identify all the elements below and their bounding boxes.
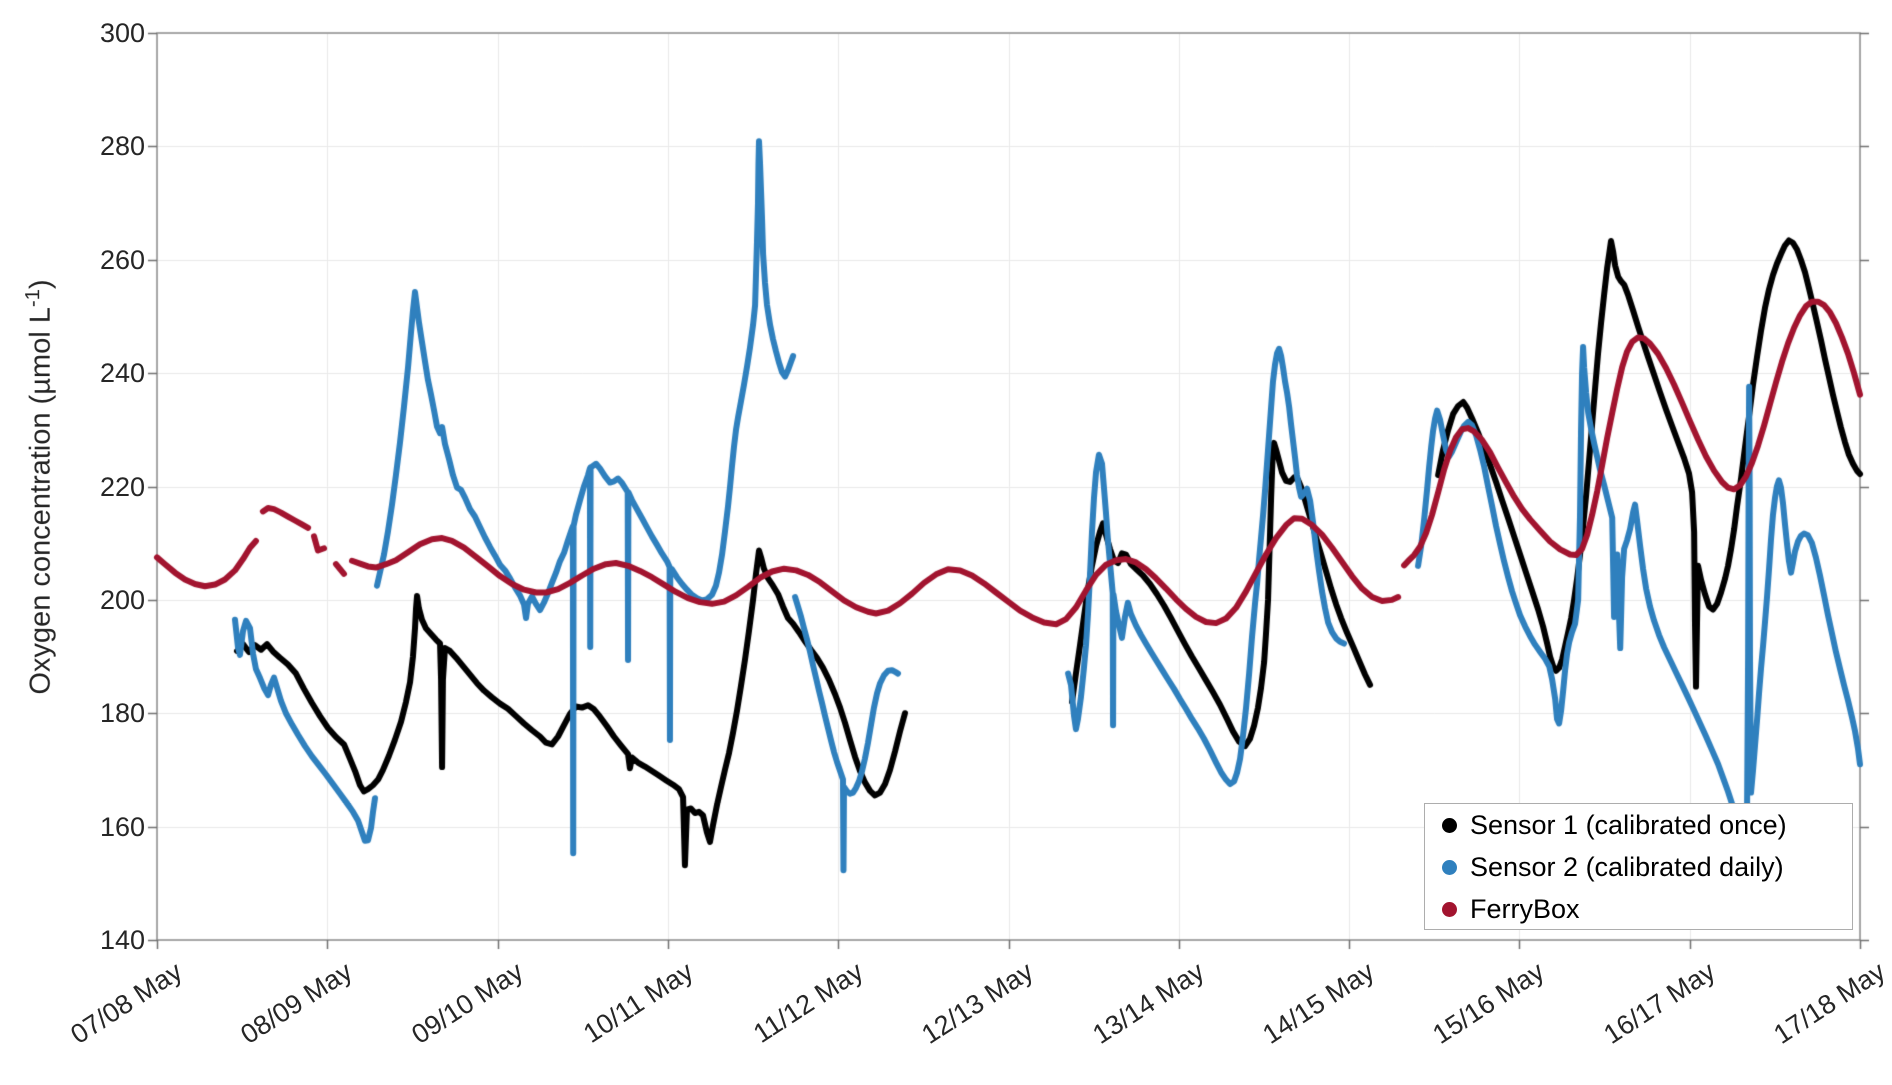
y-tick-label-280: 280 — [99, 131, 145, 162]
legend-label-ferrybox: FerryBox — [1470, 893, 1580, 924]
y-tick-label-180: 180 — [99, 698, 145, 729]
sensor-1-marker-icon — [1442, 817, 1457, 833]
sensor-2-marker-icon — [1442, 859, 1457, 875]
ferrybox-marker-icon — [1442, 901, 1457, 917]
legend-label-sensor-2: Sensor 2 (calibrated daily) — [1470, 851, 1784, 882]
y-tick-label-200: 200 — [99, 584, 145, 615]
y-tick-label-220: 220 — [99, 471, 145, 502]
y-axis-title-superscript: -1 — [22, 288, 45, 307]
legend: Sensor 1 (calibrated once) Sensor 2 (cal… — [1424, 803, 1853, 930]
legend-label-sensor-1: Sensor 1 (calibrated once) — [1470, 809, 1787, 840]
legend-item-sensor-1: Sensor 1 (calibrated once) — [1425, 804, 1852, 846]
y-axis-title-close: ) — [24, 278, 57, 289]
y-tick-label-240: 240 — [99, 358, 145, 389]
y-tick-label-160: 160 — [99, 811, 145, 842]
legend-item-sensor-2: Sensor 2 (calibrated daily) — [1425, 846, 1852, 888]
y-tick-label-140: 140 — [99, 925, 145, 955]
y-tick-label-300: 300 — [99, 18, 145, 48]
legend-item-ferrybox: FerryBox — [1425, 888, 1852, 930]
y-tick-label-260: 260 — [99, 244, 145, 275]
